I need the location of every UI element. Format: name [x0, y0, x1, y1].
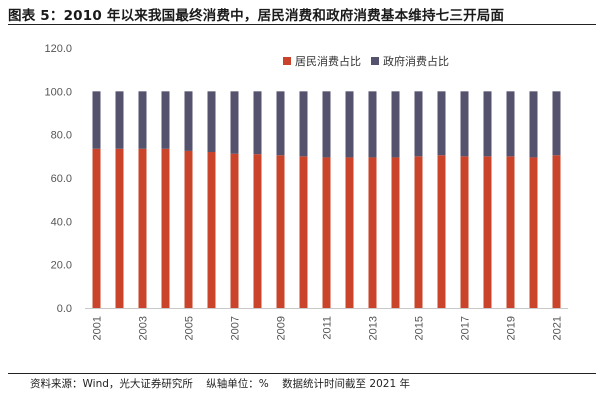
bar-government: [230, 91, 239, 154]
bar-government: [253, 91, 262, 155]
y-tick-label: 100.0: [44, 86, 72, 98]
x-tick-label: 2011: [322, 316, 334, 340]
y-tick-label: 120.0: [44, 43, 72, 55]
bar-government: [552, 91, 561, 156]
y-tick-label: 40.0: [51, 216, 72, 228]
bar-government: [460, 91, 469, 157]
legend-swatch-government: [371, 57, 379, 65]
legend-swatch-resident: [283, 57, 291, 65]
bar-government: [345, 91, 354, 158]
bar-government: [414, 91, 423, 157]
bar-government: [391, 91, 400, 158]
footer-unit: 纵轴单位：%: [206, 378, 269, 390]
bar-resident: [92, 148, 101, 308]
bar-resident: [299, 156, 308, 308]
bar-resident: [253, 154, 262, 308]
bar-government: [322, 91, 331, 158]
bar-resident: [276, 155, 285, 308]
axis-ticks: 0.0 20.0 40.0 60.0 80.0 100.0 120.0 2001 2003 200…: [44, 43, 563, 340]
x-tick-label: 2003: [138, 316, 150, 340]
x-tick-label: 2009: [276, 316, 288, 340]
x-tick-label: 2021: [552, 316, 564, 340]
bar-government: [529, 91, 538, 158]
bar-resident: [506, 156, 515, 308]
bar-resident: [345, 157, 354, 308]
bar-government: [506, 91, 515, 157]
bar-government: [437, 91, 446, 156]
title-rule: [8, 24, 596, 25]
legend: 居民消费占比 政府消费占比: [283, 54, 449, 68]
x-tick-label: 2019: [506, 316, 518, 340]
bar-government: [138, 91, 147, 149]
y-tick-label: 60.0: [51, 173, 72, 185]
bar-government: [483, 91, 492, 157]
bar-resident: [207, 152, 216, 308]
x-tick-label: 2007: [230, 316, 242, 340]
y-tick-label: 0.0: [57, 303, 72, 315]
bar-government: [276, 91, 285, 156]
chart-title: 图表 5：2010 年以来我国最终消费中，居民消费和政府消费基本维持七三开局面: [8, 8, 505, 24]
footer-source: 资料来源：Wind，光大证券研究所: [30, 378, 193, 390]
x-tick-label: 2001: [92, 316, 104, 340]
x-tick-label: 2015: [414, 316, 426, 340]
footer: 资料来源：Wind，光大证券研究所 纵轴单位：% 数据统计时间截至 2021 年: [30, 376, 420, 391]
bar-resident: [322, 157, 331, 308]
bar-resident: [368, 157, 377, 308]
x-tick-label: 2013: [368, 316, 380, 340]
y-tick-label: 80.0: [51, 130, 72, 142]
stacked-bar-chart: 0.0 20.0 40.0 60.0 80.0 100.0 120.0 2001 2003 200…: [44, 43, 568, 340]
x-tick-label: 2005: [184, 316, 196, 340]
bar-government: [368, 91, 377, 158]
footer-rule: [8, 373, 596, 374]
bar-government: [92, 91, 101, 149]
bar-resident: [161, 148, 170, 308]
legend-label-resident: 居民消费占比: [295, 54, 361, 68]
bar-resident: [483, 156, 492, 308]
bar-resident: [391, 157, 400, 308]
y-tick-label: 20.0: [51, 260, 72, 272]
bar-resident: [414, 156, 423, 308]
bar-resident: [552, 155, 561, 308]
bar-government: [115, 91, 124, 149]
bar-resident: [115, 148, 124, 308]
bar-resident: [437, 155, 446, 308]
bar-resident: [460, 156, 469, 308]
x-tick-label: 2017: [460, 316, 472, 340]
bar-resident: [230, 153, 239, 308]
bar-government: [299, 91, 308, 157]
bar-government: [184, 91, 193, 151]
bar-resident: [138, 148, 147, 308]
footer-period: 数据统计时间截至 2021 年: [282, 378, 410, 390]
bar-layer: [92, 91, 561, 308]
bar-government: [207, 91, 216, 152]
bar-government: [161, 91, 170, 149]
bar-resident: [529, 157, 538, 308]
legend-label-government: 政府消费占比: [383, 54, 449, 68]
bar-resident: [184, 150, 193, 308]
